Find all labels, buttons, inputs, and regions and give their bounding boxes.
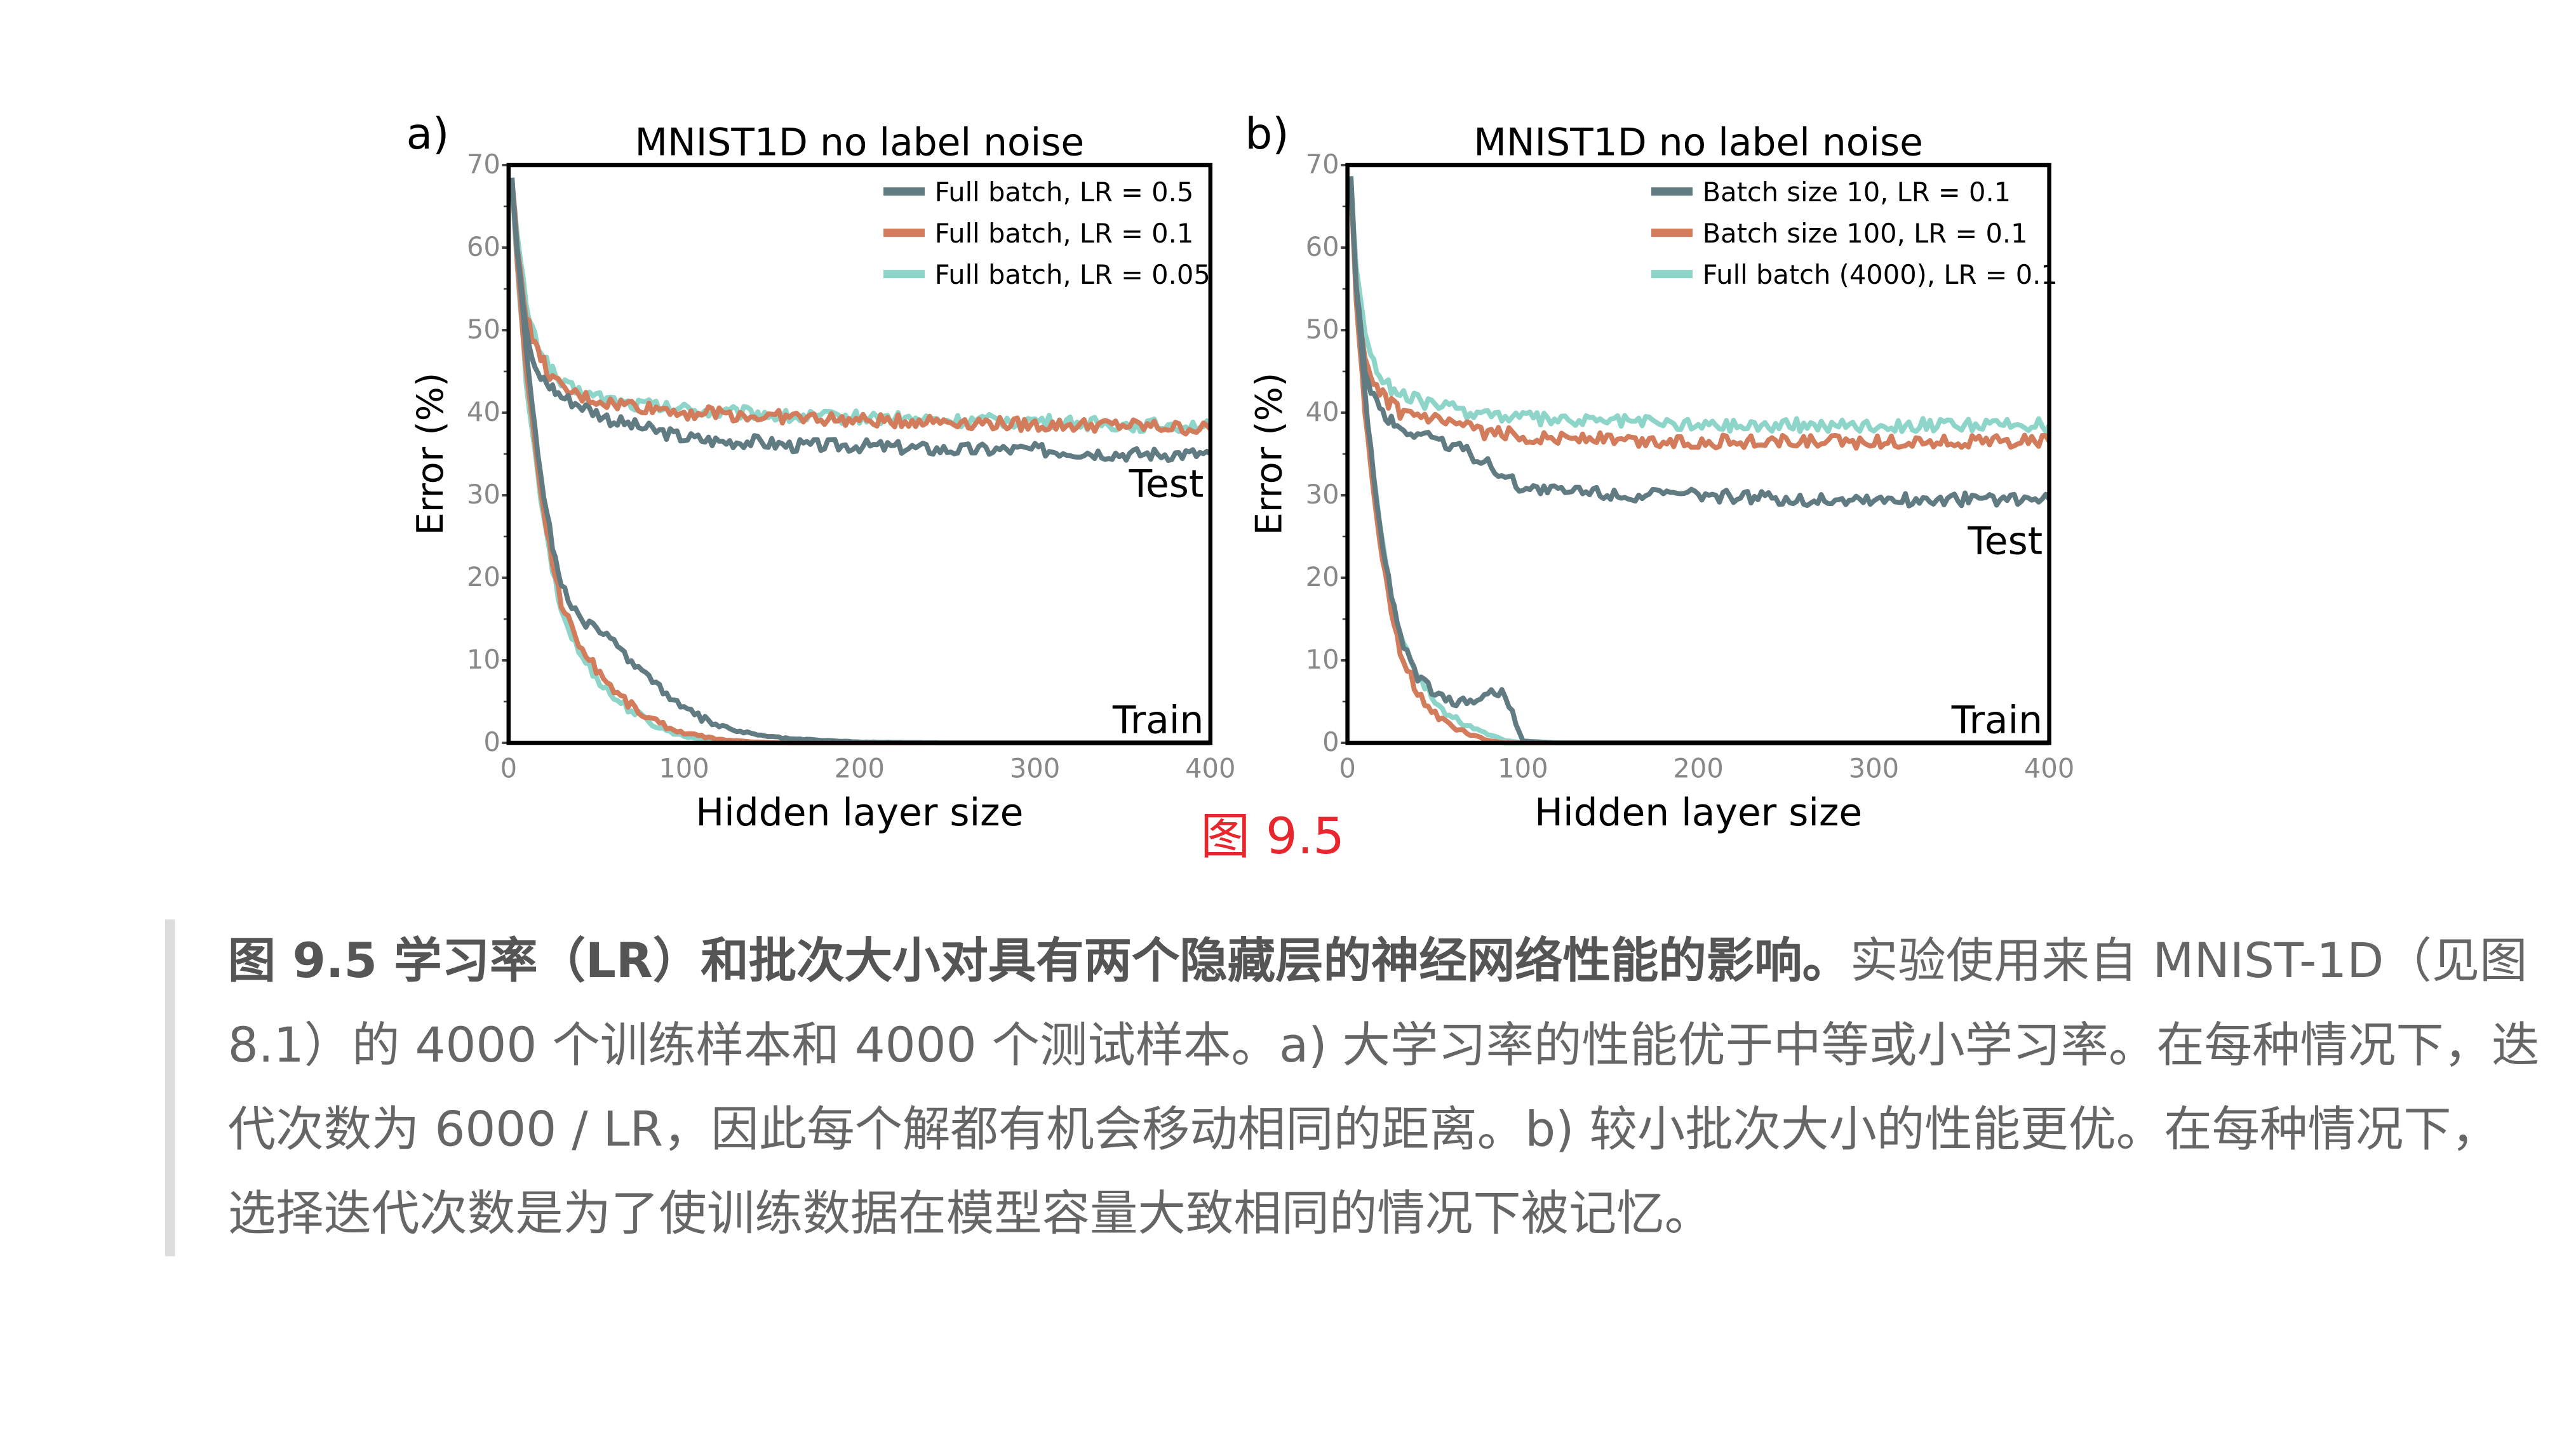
chart-title: MNIST1D no label noise [1473, 120, 1923, 164]
y-tick-label: 70 [1306, 149, 1339, 180]
y-tick-label: 20 [1306, 561, 1339, 592]
legend-label: Full batch, LR = 0.1 [935, 218, 1194, 249]
y-tick-label: 50 [1306, 314, 1339, 345]
x-tick-label: 0 [1339, 753, 1355, 784]
x-tick-label: 200 [835, 753, 885, 784]
legend-label: Full batch (4000), LR = 0.1 [1703, 259, 2058, 290]
series-line-test [1348, 176, 2052, 434]
figure-label: 图 9.5 [1200, 809, 1345, 867]
series-line-test [1348, 176, 2051, 509]
x-tick-label: 0 [500, 753, 517, 784]
x-tick-label: 100 [1498, 753, 1548, 784]
y-tick-label: 40 [1306, 396, 1339, 427]
y-axis-label: Error (%) [410, 373, 452, 536]
caption-text: 实验使用来自 MNIST-1D（见图 8.1）的 4000 个训练样本和 400… [227, 933, 2540, 1242]
train-annotation: Train [1112, 698, 1204, 742]
chart-title: MNIST1D no label noise [634, 120, 1084, 164]
x-tick-label: 400 [1185, 753, 1235, 784]
series-line-test [509, 187, 1212, 463]
x-tick-label: 400 [2024, 753, 2074, 784]
legend-label: Batch size 10, LR = 0.1 [1703, 177, 2011, 208]
plot-frame [506, 163, 1213, 745]
y-axis-label: Error (%) [1249, 373, 1291, 536]
plot-frame [1345, 163, 2051, 745]
figure-caption: 图 9.5 学习率（LR）和批次大小对具有两个隐藏层的神经网络性能的影响。实验使… [165, 919, 2540, 1257]
test-annotation: Test [1129, 462, 1204, 507]
panel-label: a) [406, 109, 450, 159]
y-tick-label: 60 [1306, 231, 1339, 262]
legend-label: Batch size 100, LR = 0.1 [1703, 218, 2028, 249]
y-tick-label: 60 [467, 231, 500, 262]
y-tick-label: 50 [467, 314, 500, 345]
x-tick-label: 100 [659, 753, 709, 784]
train-annotation: Train [1951, 698, 2043, 742]
y-tick-label: 10 [467, 644, 500, 675]
series-line-test [1348, 182, 2051, 451]
y-tick-label: 30 [1306, 479, 1339, 510]
legend-label: Full batch, LR = 0.5 [935, 177, 1194, 208]
y-tick-label: 70 [467, 149, 500, 180]
panel-label: b) [1245, 109, 1289, 159]
series-line-test [509, 180, 1212, 437]
x-tick-label: 200 [1673, 753, 1723, 784]
y-tick-label: 0 [1322, 726, 1339, 757]
test-annotation: Test [1967, 519, 2043, 563]
y-tick-label: 40 [467, 396, 500, 427]
y-tick-label: 10 [1306, 644, 1339, 675]
x-tick-label: 300 [1849, 753, 1899, 784]
y-tick-label: 20 [467, 561, 500, 592]
y-tick-label: 0 [483, 726, 500, 757]
x-axis-label: Hidden layer size [1534, 790, 1862, 835]
x-tick-label: 300 [1010, 753, 1060, 784]
x-axis-label: Hidden layer size [695, 790, 1023, 835]
caption-title: 图 9.5 学习率（LR）和批次大小对具有两个隐藏层的神经网络性能的影响。 [227, 933, 1851, 989]
legend-label: Full batch, LR = 0.05 [935, 259, 1211, 290]
figure-charts: a) MNIST1D no label noise Hidden layer siz… [406, 109, 2075, 835]
y-tick-label: 30 [467, 479, 500, 510]
